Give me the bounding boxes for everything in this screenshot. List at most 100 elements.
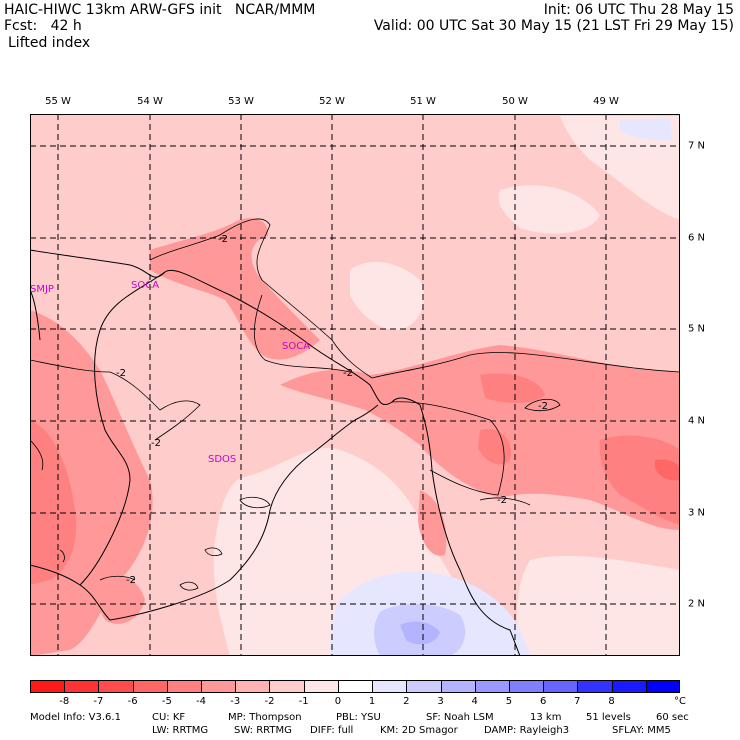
colorbar-tick-label: -7: [93, 696, 104, 707]
colorbar-swatch: [132, 680, 167, 693]
colorbar-swatch: [645, 680, 680, 693]
shade-minus2: [418, 490, 447, 556]
station-label-group: SMJP SOCA SOCA SDOS: [30, 280, 310, 465]
lon-label: 55 W: [45, 96, 71, 107]
lon-label: 50 W: [502, 96, 528, 107]
colorbar: [30, 680, 680, 693]
shade-minus3: [655, 459, 680, 481]
footer-res: 13 km: [530, 712, 562, 723]
colorbar-tick-label: -6: [127, 696, 138, 707]
valid-time: Valid: 00 UTC Sat 30 May 15 (21 LST Fri …: [373, 18, 734, 34]
colorbar-swatch: [30, 680, 65, 693]
colorbar-swatch: [440, 680, 475, 693]
lon-label: 51 W: [410, 96, 436, 107]
footer-lw: LW: RRTMG: [152, 725, 209, 736]
colorbar-swatch: [406, 680, 441, 693]
contour-label: -2: [126, 575, 136, 586]
shade-0-region: [560, 116, 680, 220]
colorbar-tick-label: 2: [403, 696, 410, 707]
shade-minus2: [96, 576, 145, 624]
shade-0-region: [350, 261, 424, 331]
colorbar-tick-label: -1: [298, 696, 309, 707]
contour-label: -2: [497, 495, 507, 506]
shade-minus3: [478, 429, 511, 465]
footer-pbl: PBL: YSU: [336, 712, 381, 723]
contour-label: -2: [343, 368, 353, 379]
forecast-hour: Fcst: 42 h: [4, 18, 82, 34]
lon-label: 53 W: [228, 96, 254, 107]
lon-label: 52 W: [319, 96, 345, 107]
footer-sflay: SFLAY: MM5: [612, 725, 671, 736]
map-frame: [30, 114, 680, 656]
contour-label: -2: [151, 438, 161, 449]
colorbar-tick-label: -4: [196, 696, 207, 707]
lat-label: 6 N: [688, 232, 706, 244]
lon-label: 49 W: [593, 96, 619, 107]
colorbar-swatch: [201, 680, 236, 693]
colorbar-swatch: [98, 680, 133, 693]
footer-sw: SW: RRTMG: [234, 725, 292, 736]
colorbar-swatch: [611, 680, 646, 693]
lifted-index-map: -2 -2 -2 -2 -2 -2 -2 SMJP SOCA SOCA SDOS: [30, 114, 680, 656]
colorbar-tick-label: -3: [230, 696, 241, 707]
colorbar-tick-label: 7: [574, 696, 581, 707]
colorbar-tick-label: -2: [264, 696, 275, 707]
colorbar-unit: °C: [674, 696, 686, 707]
station-label: SOCA: [131, 280, 159, 291]
colorbar-swatch: [303, 680, 338, 693]
station-label: SMJP: [30, 284, 54, 295]
footer-cu: CU: KF: [152, 712, 186, 723]
colorbar-swatch: [64, 680, 99, 693]
station-label: SOCA: [282, 341, 310, 352]
colorbar-swatch: [543, 680, 578, 693]
colorbar-tick-label: 4: [471, 696, 478, 707]
shade-minus2: [55, 609, 82, 644]
field-name: Lifted index: [8, 35, 91, 51]
lat-label: 3 N: [688, 507, 706, 519]
colorbar-tick-label: 1: [368, 696, 376, 707]
init-time: Init: 06 UTC Thu 28 May 15: [543, 2, 734, 18]
footer-timestep: 60 sec: [656, 712, 689, 723]
colorbar-tick-label: 0: [334, 696, 342, 707]
lat-label: 7 N: [688, 140, 706, 152]
contour-label: -2: [116, 368, 126, 379]
shade-minus3: [599, 435, 680, 525]
footer-levels: 51 levels: [586, 712, 631, 723]
colorbar-tick-label: 5: [505, 696, 513, 707]
coastline-borders: [30, 249, 521, 656]
contour-label: -2: [218, 234, 228, 245]
footer-sf: SF: Noah LSM: [426, 712, 494, 723]
colorbar-swatch: [269, 680, 304, 693]
shade-minus3: [30, 420, 77, 585]
lon-label: 54 W: [137, 96, 163, 107]
footer-model-info: Model Info: V3.6.1: [30, 712, 121, 723]
footer-diff: DIFF: full: [310, 725, 354, 736]
lat-label: 2 N: [688, 598, 706, 610]
footer-damp: DAMP: Rayleigh3: [484, 725, 570, 736]
lat-lon-grid: [30, 114, 680, 656]
colorbar-tick-label: 8: [608, 696, 615, 707]
shade-0-region: [498, 185, 600, 234]
shade-positive: [400, 621, 440, 645]
colorbar-tick-label: 6: [539, 696, 547, 707]
contour-lines: [30, 218, 680, 591]
footer-km: KM: 2D Smagor: [380, 725, 458, 736]
shade-positive: [620, 118, 672, 141]
shade-0-region: [517, 555, 680, 656]
lat-label: 5 N: [688, 323, 706, 335]
shade-minus3: [480, 373, 545, 403]
contour-label-group: -2 -2 -2 -2 -2 -2 -2: [116, 234, 548, 586]
model-title: HAIC-HIWC 13km ARW-GFS init NCAR/MMM: [4, 2, 316, 18]
colorbar-swatch: [372, 680, 407, 693]
colorbar-tick-label: -5: [161, 696, 172, 707]
colorbar-swatch: [508, 680, 544, 693]
colorbar-swatch: [235, 680, 270, 693]
shade-minus2: [150, 218, 320, 360]
contour-label: -2: [538, 401, 548, 412]
colorbar-swatch: [577, 680, 612, 693]
lat-label: 4 N: [688, 415, 706, 427]
footer-mp: MP: Thompson: [228, 712, 302, 723]
colorbar-tick-label: -8: [59, 696, 70, 707]
colorbar-swatch: [166, 680, 202, 693]
station-label: SDOS: [208, 454, 236, 465]
